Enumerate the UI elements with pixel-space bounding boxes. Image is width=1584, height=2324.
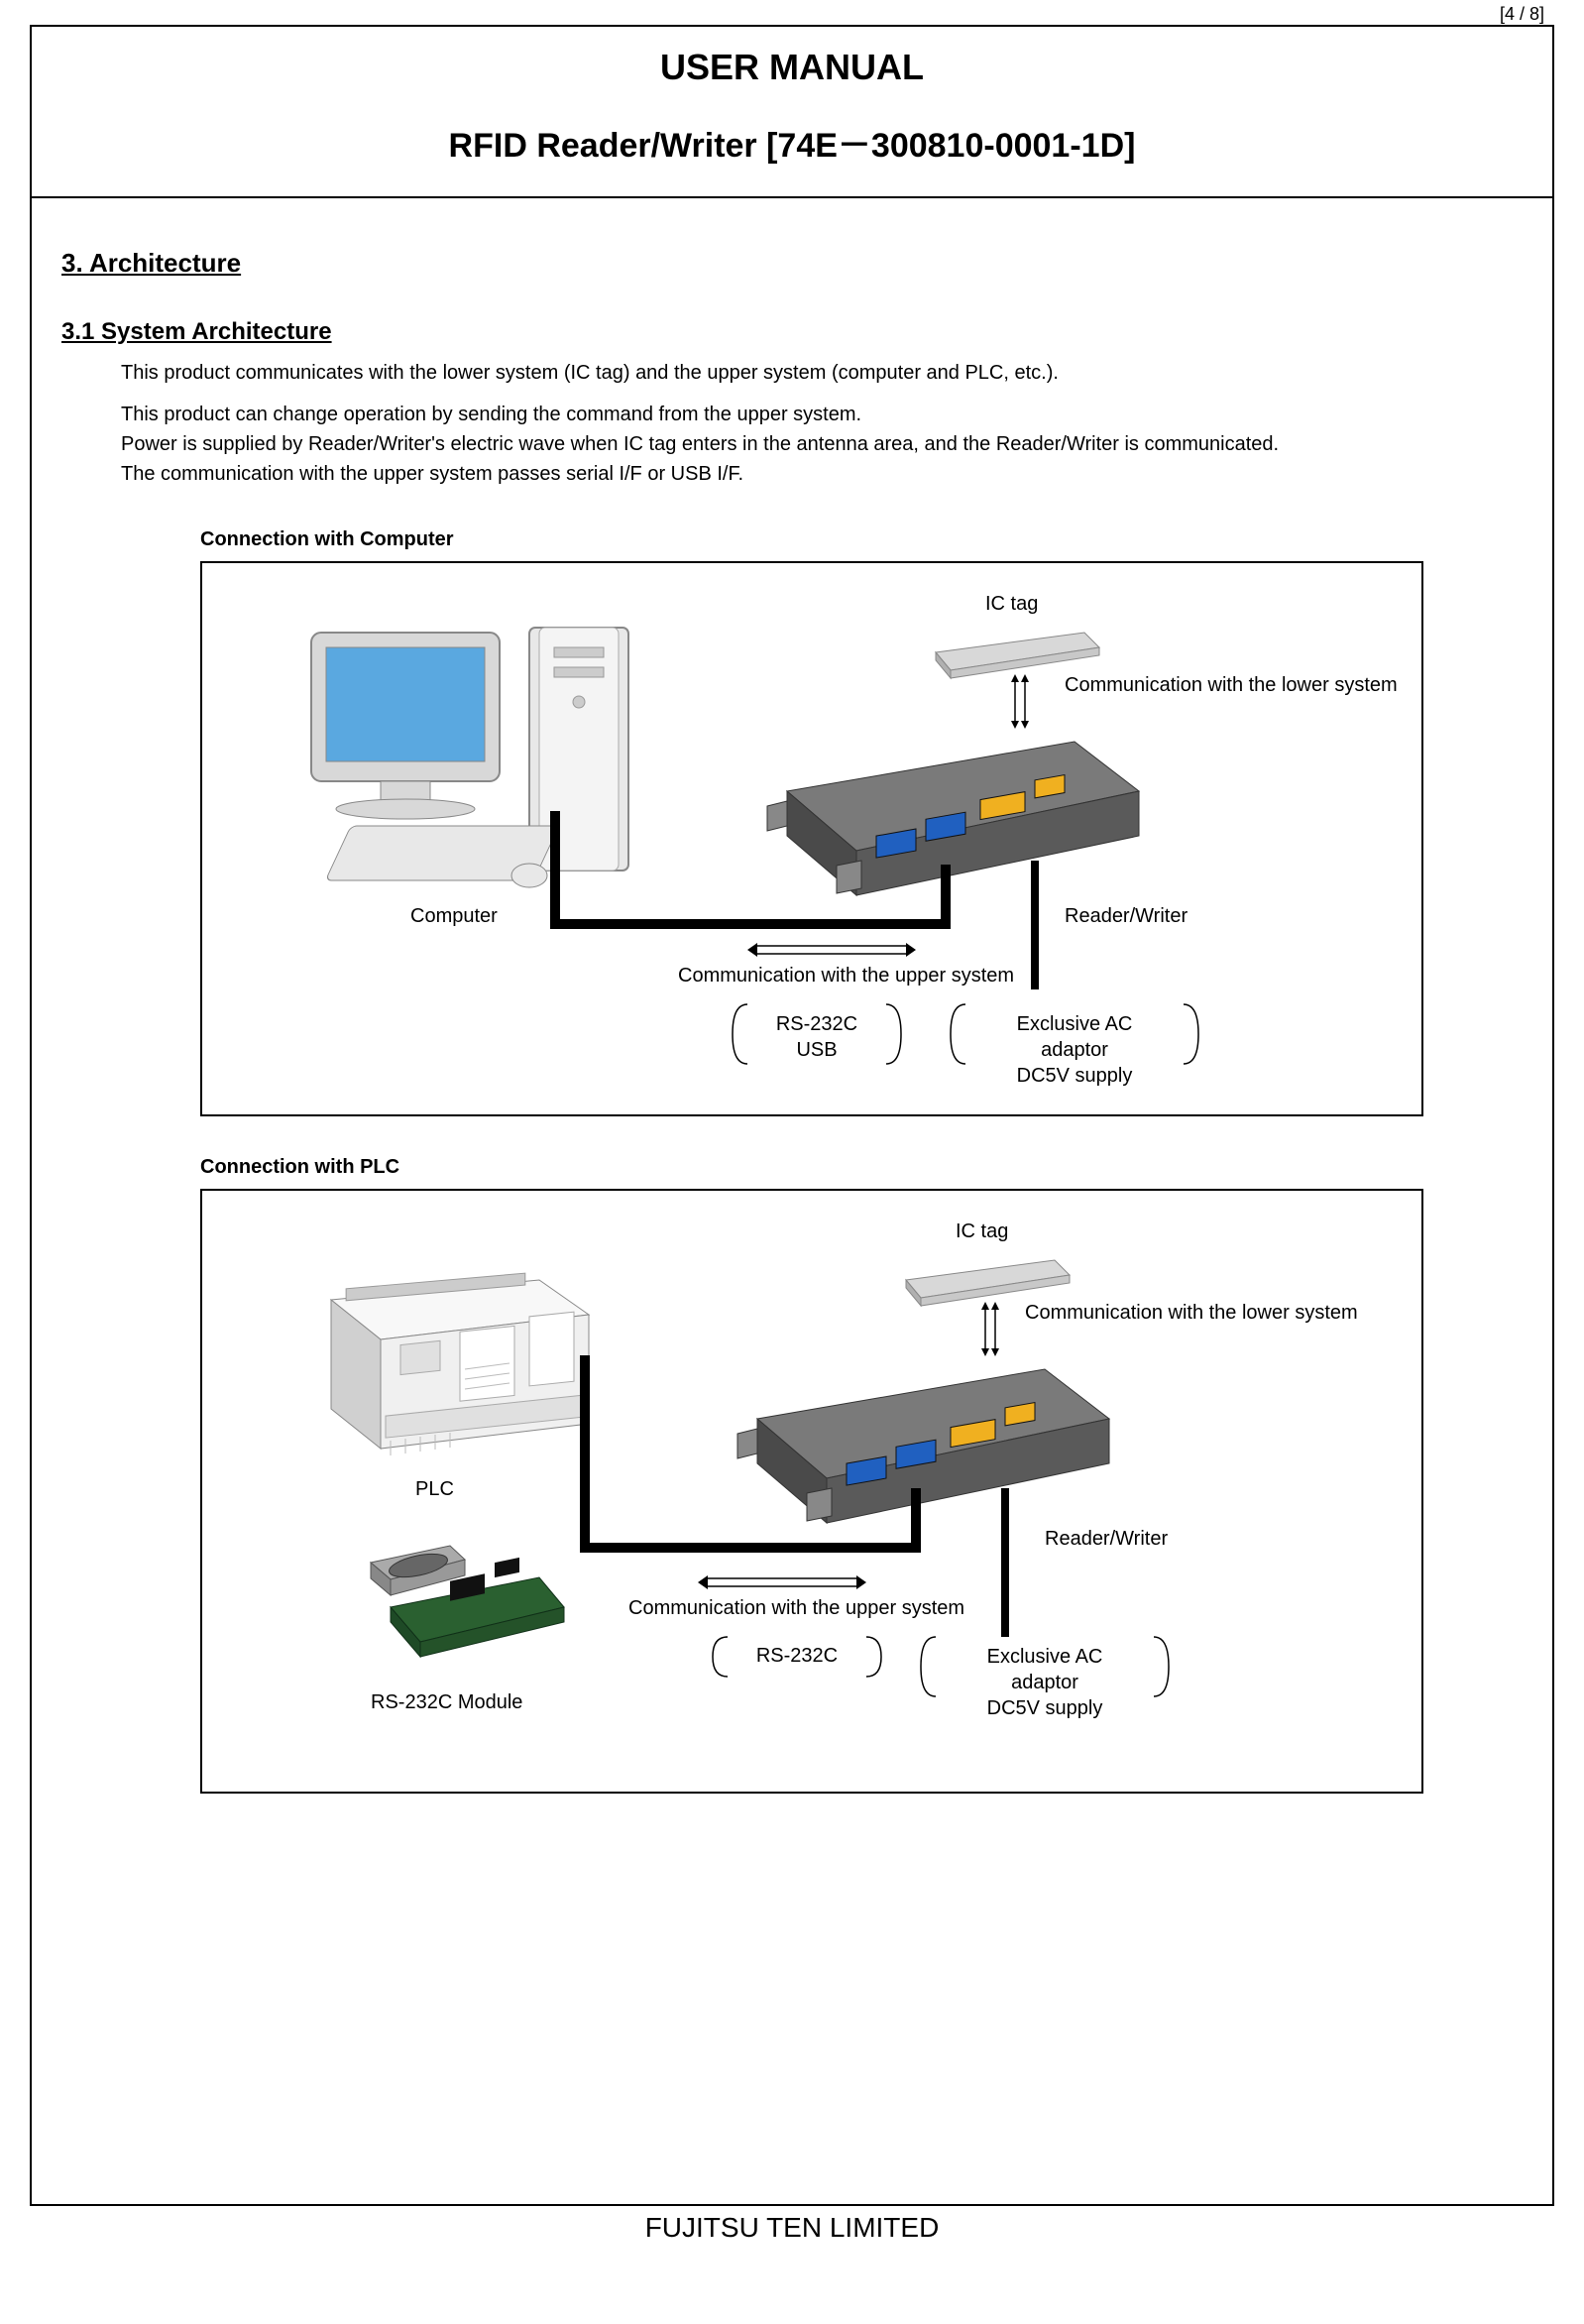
cable-icon — [549, 805, 965, 934]
power-cable-icon — [995, 1488, 1015, 1637]
paragraph: This product can change operation by sen… — [121, 400, 1523, 489]
subsection-heading: 3.1 System Architecture — [61, 318, 1523, 346]
title-main: USER MANUAL — [32, 47, 1552, 88]
cable-icon — [579, 1349, 936, 1558]
computer-label: Computer — [410, 905, 498, 928]
page-frame: USER MANUAL RFID Reader/Writer [74E－3008… — [30, 25, 1554, 2206]
diagram2-title: Connection with PLC — [200, 1156, 1523, 1179]
page-number: [4 / 8] — [0, 0, 1584, 25]
power-cable-icon — [1025, 861, 1045, 989]
lower-comm-label: Communication with the lower system — [1025, 1300, 1358, 1326]
content: 3. Architecture 3.1 System Architecture … — [32, 198, 1552, 1823]
lower-comm-label: Communication with the lower system — [1065, 672, 1398, 698]
if-label: RS-232C — [752, 1645, 842, 1668]
if-label: RS-232CUSB — [772, 1011, 861, 1063]
plc-label: PLC — [415, 1478, 454, 1501]
horizontal-arrow-icon — [698, 1572, 866, 1592]
diagram1-title: Connection with Computer — [200, 528, 1523, 551]
ic-tag-label: IC tag — [956, 1220, 1008, 1243]
upper-comm-label: Communication with the upper system — [628, 1597, 964, 1620]
module-icon — [351, 1518, 579, 1686]
ac-label: Exclusive AC adaptorDC5V supply — [985, 1011, 1164, 1089]
diagram2-box: IC tag Communication with the lower syst… — [200, 1189, 1423, 1794]
diagram1-box: IC tag Communication with the lower syst… — [200, 561, 1423, 1116]
paragraph: This product communicates with the lower… — [121, 358, 1523, 388]
plc-icon — [311, 1260, 609, 1468]
ac-label: Exclusive AC adaptorDC5V supply — [956, 1644, 1134, 1721]
horizontal-arrow-icon — [747, 940, 916, 960]
section-heading: 3. Architecture — [61, 248, 1523, 279]
title-sub: RFID Reader/Writer [74E－300810-0001-1D] — [32, 118, 1552, 167]
ic-tag-label: IC tag — [985, 593, 1038, 616]
header: USER MANUAL RFID Reader/Writer [74E－3008… — [32, 27, 1552, 198]
upper-comm-label: Communication with the upper system — [678, 965, 1014, 988]
reader-writer-label: Reader/Writer — [1065, 905, 1188, 928]
module-label: RS-232C Module — [371, 1691, 522, 1714]
footer: FUJITSU TEN LIMITED — [32, 2212, 1552, 2244]
reader-writer-label: Reader/Writer — [1045, 1528, 1168, 1551]
